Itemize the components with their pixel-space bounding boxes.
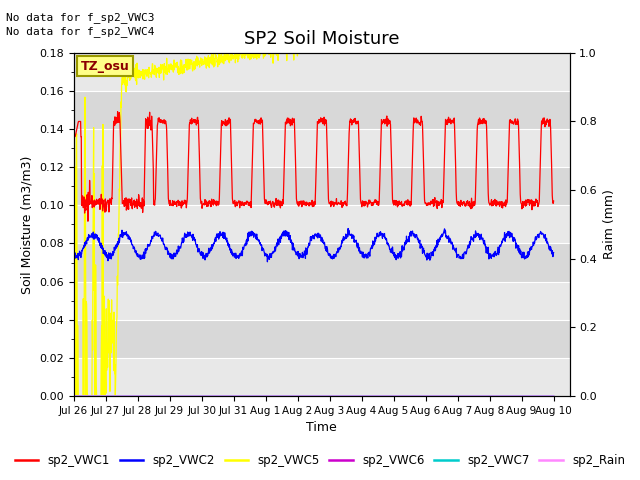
Y-axis label: Soil Moisture (m3/m3): Soil Moisture (m3/m3) [20,155,33,294]
Bar [74,205,570,243]
Bar [74,358,570,396]
Text: No data for f_sp2_VWC3: No data for f_sp2_VWC3 [6,12,155,23]
Text: No data for f_sp2_VWC4: No data for f_sp2_VWC4 [6,26,155,37]
Text: TZ_osu: TZ_osu [81,60,129,73]
X-axis label: Time: Time [306,421,337,434]
Title: SP2 Soil Moisture: SP2 Soil Moisture [244,30,399,48]
Bar [74,53,570,91]
Bar [74,282,570,320]
Bar [74,129,570,167]
Legend: sp2_VWC1, sp2_VWC2, sp2_VWC5, sp2_VWC6, sp2_VWC7, sp2_Rain: sp2_VWC1, sp2_VWC2, sp2_VWC5, sp2_VWC6, … [10,449,630,472]
Y-axis label: Raim (mm): Raim (mm) [603,190,616,259]
